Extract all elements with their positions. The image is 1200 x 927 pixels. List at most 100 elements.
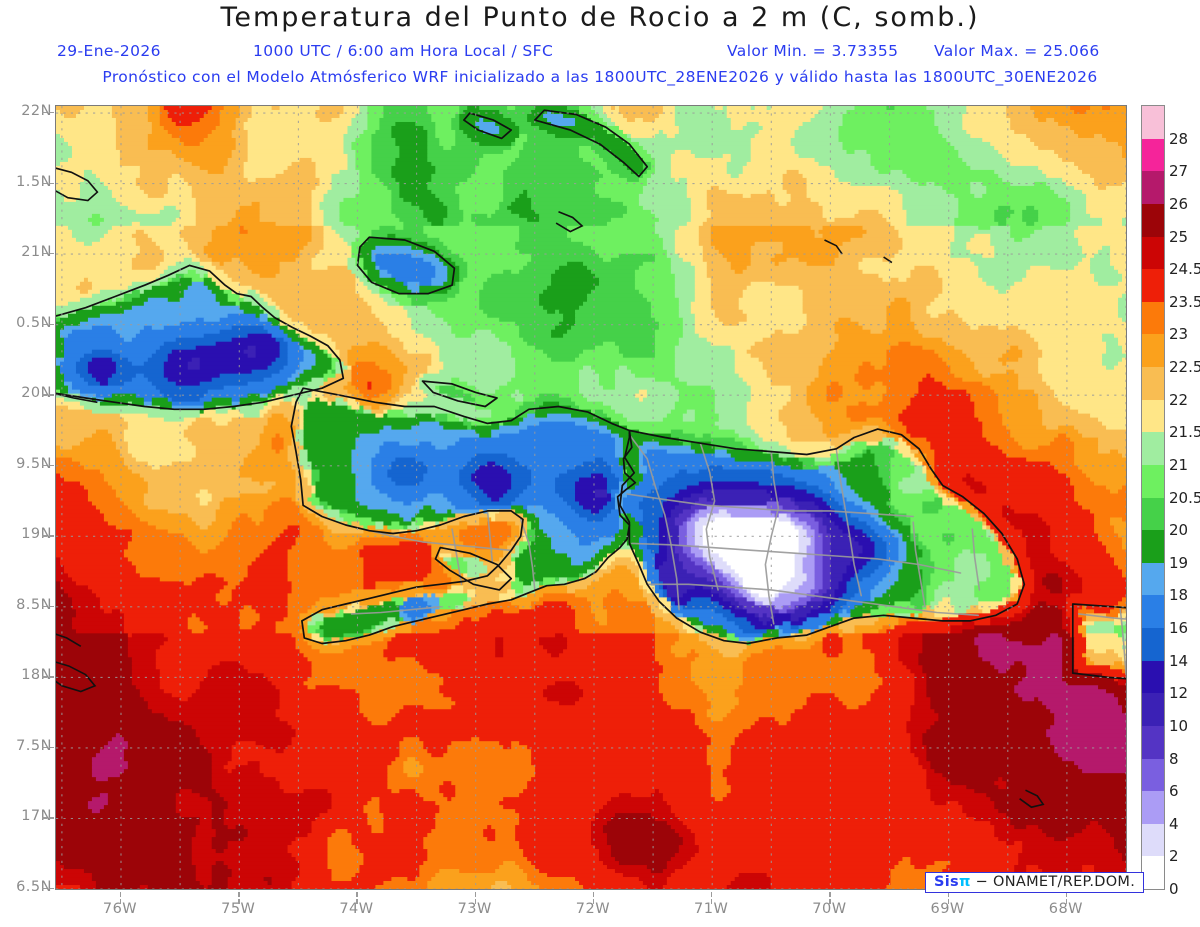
longitude-tick-mark <box>356 892 358 897</box>
colorbar-tick-label: 23.5 <box>1169 292 1200 311</box>
longitude-tick-mark <box>829 899 831 904</box>
longitude-tick-mark <box>592 899 595 904</box>
longitude-tick-label: 72W <box>575 901 611 917</box>
latitude-tick-mark <box>49 605 54 608</box>
colorbar-tick-label: 25 <box>1169 227 1189 246</box>
latitude-tick-mark <box>42 323 47 325</box>
latitude-tick-mark <box>42 464 47 467</box>
latitude-tick-label: 22N <box>21 103 52 120</box>
value-max-label: Valor Max. = 25.066 <box>934 42 1100 60</box>
longitude-tick-label: 71W <box>694 901 729 917</box>
colorbar-tick-label: 2 <box>1169 847 1179 866</box>
colorbar-tick-label: 18 <box>1169 586 1189 605</box>
colorbar-tick-label: 12 <box>1169 684 1189 703</box>
colorbar-tick-label: 10 <box>1169 716 1189 735</box>
colorbar-tick-label: 19 <box>1169 553 1189 572</box>
colorbar-segment <box>1142 530 1164 563</box>
colorbar-tick-label: 16 <box>1169 619 1189 637</box>
latitude-tick-mark <box>49 676 54 678</box>
forecast-time: 1000 UTC / 6:00 am Hora Local / SFC <box>253 42 554 60</box>
longitude-tick-label: 74W <box>339 901 374 917</box>
longitude-tick-mark <box>711 892 713 897</box>
latitude-tick-label: 20N <box>21 385 52 402</box>
longitude-tick-mark <box>592 892 595 897</box>
colorbar-segment <box>1142 725 1164 759</box>
colorbar-segment <box>1142 269 1164 302</box>
colorbar-segment <box>1142 497 1164 531</box>
longitude-tick-mark <box>947 892 949 897</box>
colorbar-segment <box>1142 660 1164 694</box>
colorbar-segment <box>1142 758 1164 792</box>
colorbar-tick-label: 20 <box>1169 521 1189 540</box>
colorbar-tick-label: 22.5 <box>1169 358 1200 376</box>
latitude-tick-mark <box>49 323 54 325</box>
colorbar-tick-label: 6 <box>1169 782 1179 801</box>
colorbar-tick-label: 22 <box>1169 390 1189 409</box>
colorbar-segment <box>1142 791 1164 824</box>
latitude-tick-mark <box>42 394 47 396</box>
colorbar-tick-label: 4 <box>1169 814 1179 833</box>
colorbar-segment <box>1142 693 1164 726</box>
watermark-org: − ONAMET/REP.DOM. <box>975 874 1136 890</box>
colorbar-tick-label: 26 <box>1169 194 1189 213</box>
colorbar-tick-label: 23 <box>1169 325 1189 344</box>
colorbar-segment <box>1142 367 1164 400</box>
coastlines <box>56 109 1126 809</box>
longitude-tick-label: 70W <box>812 901 847 917</box>
latitude-tick-mark <box>42 605 47 608</box>
colorbar-tick-label: 24.5 <box>1169 260 1200 279</box>
latitude-tick-mark <box>42 817 47 819</box>
model-init-text: Pronóstico con el Modelo Atmósferico WRF… <box>102 68 1098 86</box>
colorbar-segment <box>1142 106 1164 139</box>
colorbar-segment <box>1142 301 1164 335</box>
latitude-tick-mark <box>42 112 47 114</box>
colorbar-tick-label: 0 <box>1169 880 1179 898</box>
latitude-tick-mark <box>49 112 54 114</box>
latitude-tick-mark <box>42 746 47 749</box>
latitude-tick-label: 0.5N <box>16 314 52 331</box>
colorbar-segment <box>1142 203 1164 237</box>
shaded-contour-cells <box>56 106 1126 889</box>
longitude-tick-mark <box>947 899 949 904</box>
colorbar-segment <box>1142 464 1164 498</box>
longitude-tick-mark <box>1065 892 1068 897</box>
latitude-tick-mark <box>49 535 54 537</box>
longitude-tick-mark <box>711 899 713 904</box>
longitude-tick-mark <box>474 892 477 897</box>
latitude-tick-label: 19N <box>21 526 52 543</box>
colorbar-tick-label: 21 <box>1169 455 1189 474</box>
colorbar-tick-label: 28 <box>1169 129 1189 148</box>
longitude-tick-mark <box>238 892 240 897</box>
longitude-tick-mark <box>1065 899 1068 904</box>
colorbar-segment <box>1142 236 1164 270</box>
latitude-tick-label: 8.5N <box>16 596 52 613</box>
latitude-tick-mark <box>49 182 54 184</box>
latitude-tick-label: 18N <box>21 667 52 684</box>
longitude-tick-mark <box>829 892 831 897</box>
colorbar-tick-label: 20.5 <box>1169 488 1200 507</box>
colorbar-segment <box>1142 138 1164 172</box>
longitude-tick-mark <box>474 899 477 904</box>
longitude-tick-mark <box>120 892 122 897</box>
latitude-tick-label: 7.5N <box>16 737 52 754</box>
colorbar-segment <box>1142 628 1164 661</box>
longitude-tick-label: 75W <box>221 901 256 917</box>
source-watermark: Sisπ − ONAMET/REP.DOM. <box>925 872 1145 893</box>
latitude-tick-label: 1.5N <box>16 173 52 190</box>
latitude-tick-mark <box>49 746 54 749</box>
longitude-tick-mark <box>120 899 122 904</box>
colorbar-tick-label: 27 <box>1169 162 1189 181</box>
colorbar-tick-label: 14 <box>1169 651 1189 670</box>
latitude-tick-mark <box>49 817 54 819</box>
value-min-label: Valor Min. = 3.73355 <box>727 42 899 60</box>
colorbar-segment <box>1142 334 1164 367</box>
colorbar-segment <box>1142 399 1164 433</box>
colorbar-tick-label: 8 <box>1169 749 1179 768</box>
latitude-tick-mark <box>49 394 54 396</box>
latitude-tick-label: 17N <box>21 808 52 825</box>
latitude-tick-mark <box>42 888 47 890</box>
latitude-tick-label: 9.5N <box>16 455 52 472</box>
colorbar-tick-label: 21.5 <box>1169 423 1200 442</box>
latitude-tick-mark <box>42 676 47 678</box>
